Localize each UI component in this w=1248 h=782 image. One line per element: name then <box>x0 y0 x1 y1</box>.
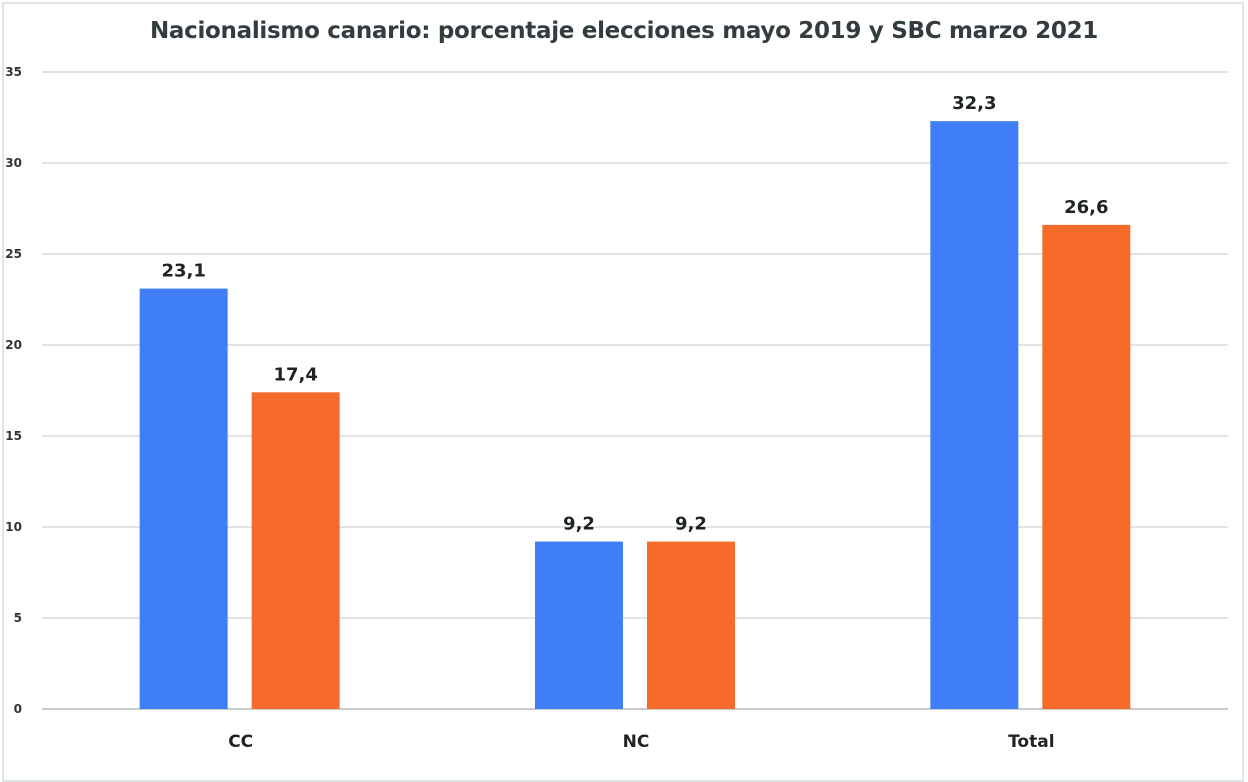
y-tick-label: 15 <box>5 429 22 443</box>
data-label: 26,6 <box>1064 197 1108 218</box>
data-label: 32,3 <box>952 93 996 114</box>
data-label: 23,1 <box>161 261 205 282</box>
y-tick-label: 10 <box>5 520 22 534</box>
bar <box>535 541 623 709</box>
x-tick-label: CC <box>228 732 253 752</box>
bar <box>251 392 340 709</box>
chart-title: Nacionalismo canario: porcentaje eleccio… <box>149 18 1099 44</box>
data-label: 9,2 <box>563 514 595 535</box>
y-tick-label: 5 <box>14 611 22 625</box>
data-label: 17,4 <box>273 364 317 385</box>
bar <box>647 541 735 709</box>
x-tick-label: NC <box>623 732 650 752</box>
bar <box>930 121 1019 709</box>
bar <box>1042 224 1131 709</box>
data-label: 9,2 <box>675 514 707 535</box>
x-tick-label: Total <box>1008 732 1054 752</box>
y-tick-label: 0 <box>14 702 22 716</box>
y-tick-label: 30 <box>5 156 22 170</box>
y-tick-label: 20 <box>5 338 22 352</box>
y-tick-label: 35 <box>5 65 22 79</box>
bar <box>139 288 228 709</box>
y-tick-label: 25 <box>5 247 22 261</box>
